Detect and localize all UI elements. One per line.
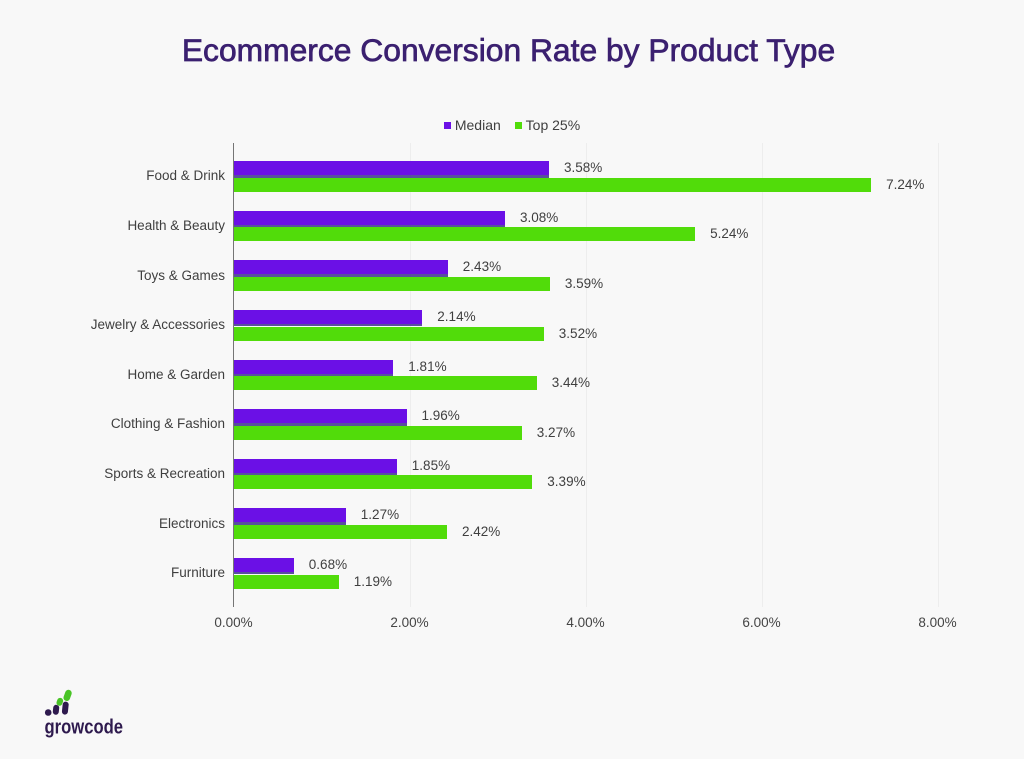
svg-text:growcode: growcode [45, 716, 124, 739]
